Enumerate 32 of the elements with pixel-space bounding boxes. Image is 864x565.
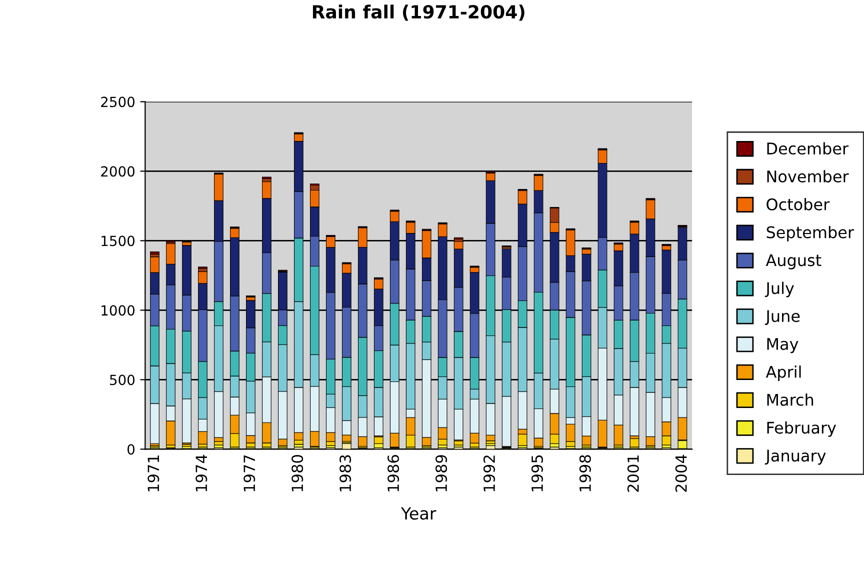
y-tick-label: 1000	[102, 305, 135, 316]
x-tick-label: 1977	[244, 455, 256, 492]
x-tick-label: 2001	[627, 455, 639, 492]
y-tick-label: 500	[110, 374, 135, 386]
legend-label: May	[767, 338, 798, 354]
legend-label: February	[767, 421, 836, 437]
legend-label: September	[766, 226, 854, 242]
x-tick-label: 1974	[196, 454, 208, 492]
x-tick-label: 1995	[531, 455, 543, 492]
y-tick-label: 1500	[102, 236, 135, 246]
legend-label: July	[764, 282, 794, 298]
legend-label: October	[766, 198, 830, 210]
x-axis-title: Year	[400, 507, 436, 520]
legend-label: December	[767, 142, 849, 155]
legend-label: August	[766, 254, 822, 270]
x-tick-label: 1998	[579, 455, 591, 492]
x-tick-label: 1992	[483, 456, 496, 492]
legend-label: June	[764, 310, 800, 326]
legend-label: January	[764, 450, 826, 465]
x-tick-label: 1989	[435, 455, 448, 492]
x-tick-label: 1983	[340, 455, 352, 492]
legend-label: November	[767, 170, 849, 182]
y-tick-label: 0	[128, 444, 135, 455]
x-tick-label: 1980	[292, 455, 304, 492]
x-tick-label: 1986	[387, 455, 400, 492]
legend-label: March	[767, 393, 814, 406]
chart-title: Rain fall (1971-2004)	[312, 4, 524, 21]
y-tick-label: 2000	[101, 166, 135, 177]
x-tick-label: 1971	[148, 455, 160, 492]
y-tick-label: 2500	[101, 96, 135, 108]
x-tick-label: 2004	[675, 454, 687, 492]
legend-label: April	[766, 366, 801, 382]
